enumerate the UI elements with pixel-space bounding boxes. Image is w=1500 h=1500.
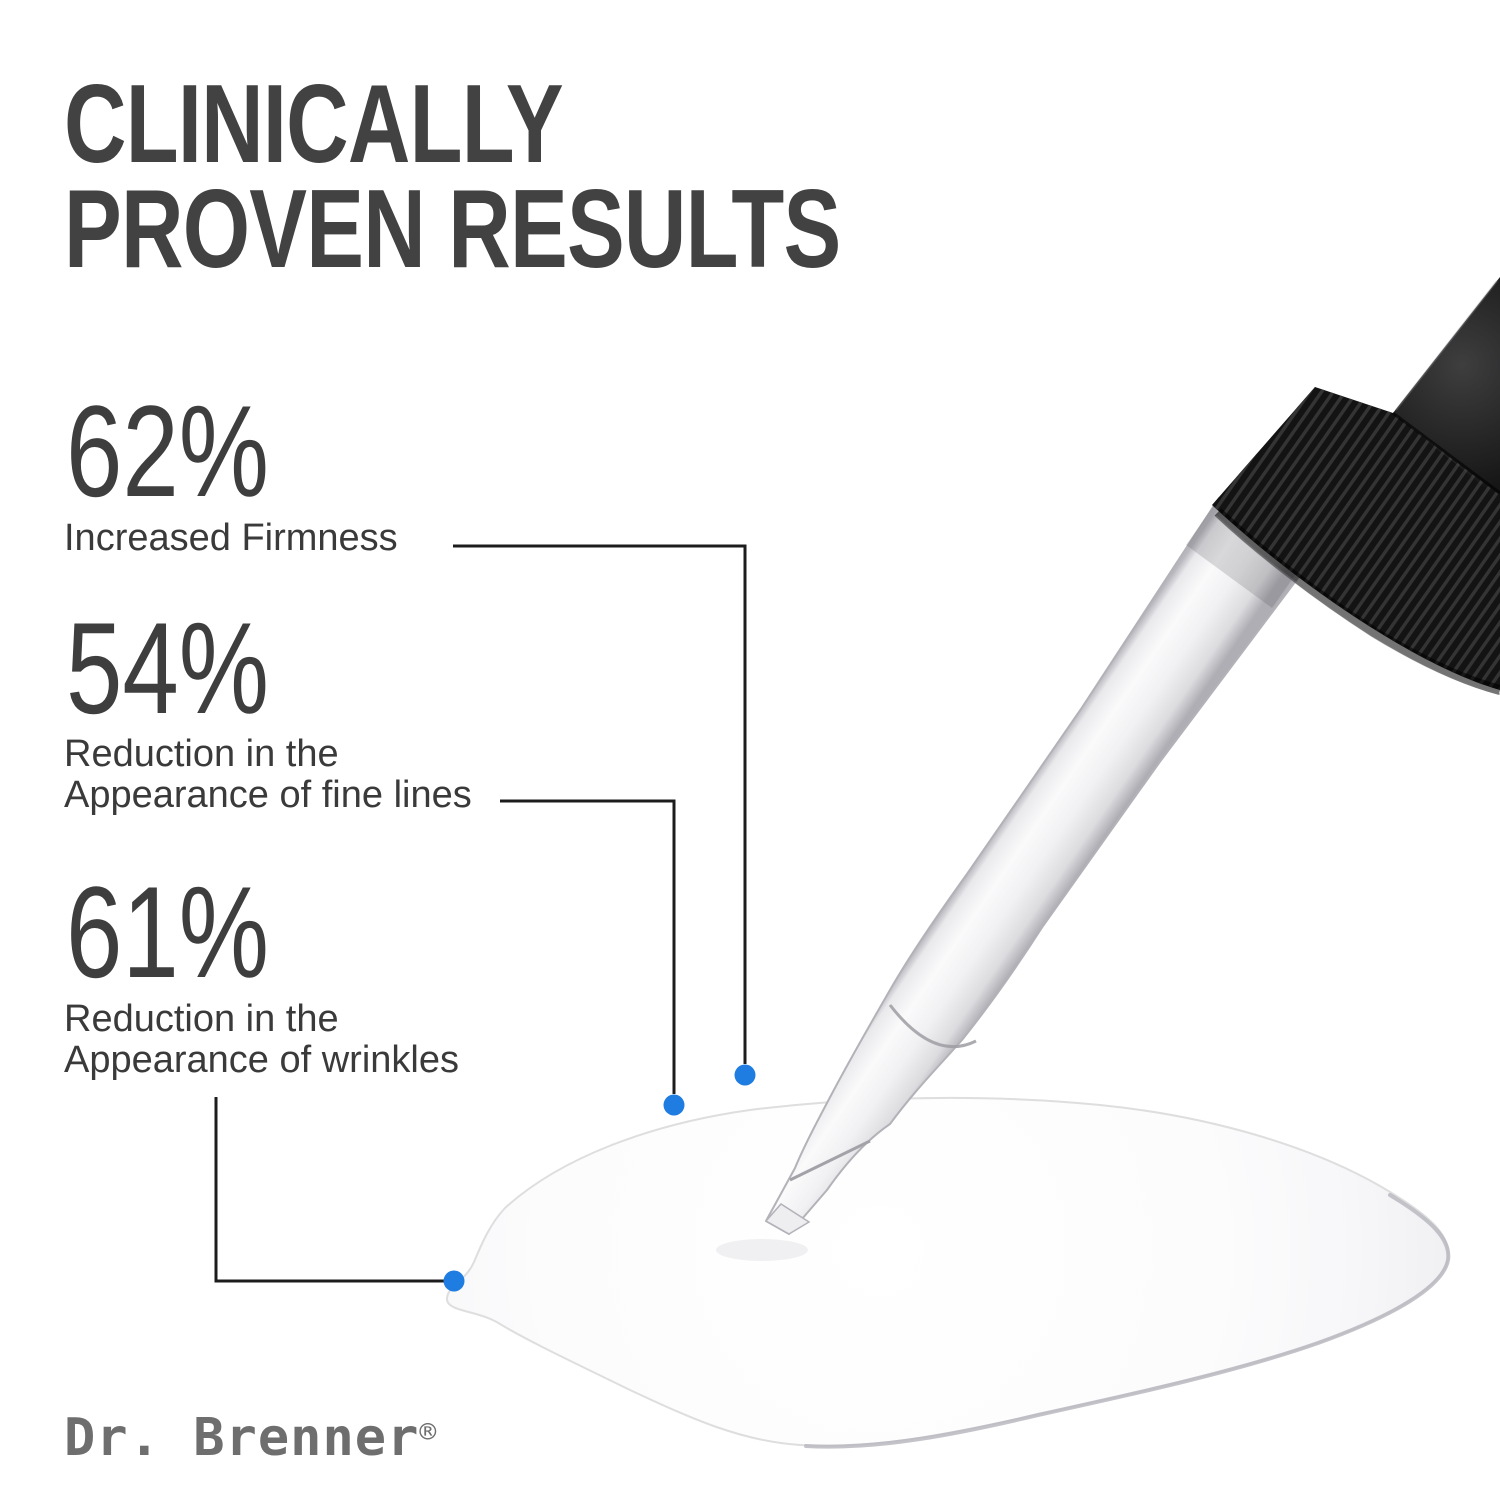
callout-dots bbox=[443, 1064, 756, 1292]
stat-value-wrinkles: 61% bbox=[66, 859, 269, 1005]
callout-line-wrinkles bbox=[214, 1097, 444, 1283]
callout-dot-fine-lines bbox=[663, 1094, 685, 1116]
cap-entry-shadow bbox=[1186, 498, 1305, 608]
stat-label-line: Appearance of fine lines bbox=[64, 774, 472, 816]
callout-dot-firmness bbox=[734, 1064, 756, 1086]
bulb-cap-seam bbox=[1392, 411, 1500, 495]
stat-label-firmness: Increased Firmness bbox=[64, 518, 398, 559]
brand-logo: Dr. Brenner® bbox=[64, 1404, 436, 1466]
callout-dot-wrinkles bbox=[443, 1270, 465, 1292]
page-title-line2: PROVEN RESULTS bbox=[64, 167, 841, 291]
serum-meniscus bbox=[888, 1004, 977, 1049]
bulb-edge-sheen bbox=[1395, 280, 1498, 411]
stat-label-line: Appearance of wrinkles bbox=[64, 1039, 459, 1081]
stat-label-wrinkles: Reduction in the Appearance of wrinkles bbox=[64, 999, 459, 1081]
page-title-line1: CLINICALLY bbox=[64, 62, 564, 186]
tip-contact-shadow bbox=[716, 1239, 808, 1261]
stat-value-fine-lines: 54% bbox=[66, 595, 269, 741]
puddle-rim-highlight bbox=[804, 1193, 1451, 1449]
serum-puddle bbox=[445, 1096, 1451, 1449]
registered-mark: ® bbox=[419, 1415, 437, 1448]
stat-label-line: Reduction in the bbox=[64, 733, 339, 775]
brand-name: Dr. Brenner bbox=[64, 1408, 420, 1468]
puddle-shape bbox=[445, 1096, 1450, 1447]
cap-bottom-rim-highlight bbox=[1215, 515, 1500, 695]
stat-label-fine-lines: Reduction in the Appearance of fine line… bbox=[64, 734, 472, 816]
page-title: CLINICALLY PROVEN RESULTS bbox=[64, 62, 841, 291]
tip-facet-line bbox=[789, 1139, 871, 1182]
callout-line-fine-lines bbox=[500, 799, 676, 1094]
stat-value-firmness: 62% bbox=[66, 378, 269, 524]
stat-label-line: Increased Firmness bbox=[64, 517, 398, 559]
cap-bottom-rim-shadow bbox=[1214, 508, 1500, 695]
callout-lines bbox=[214, 544, 747, 1283]
callout-line-firmness bbox=[453, 544, 747, 1064]
stat-label-line: Reduction in the bbox=[64, 998, 339, 1040]
tip-face bbox=[764, 1203, 811, 1235]
